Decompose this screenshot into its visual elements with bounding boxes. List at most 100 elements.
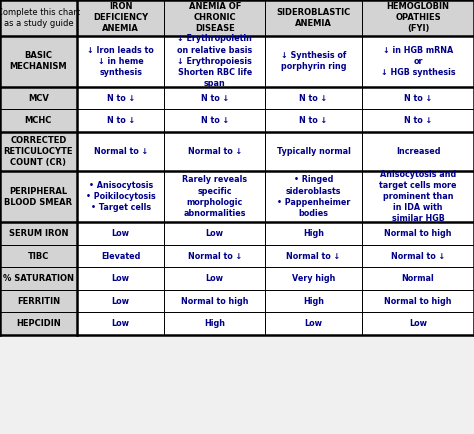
- Bar: [164, 36, 265, 87]
- Bar: [0, 132, 77, 171]
- Bar: [0, 0, 77, 36]
- Text: % SATURATION: % SATURATION: [3, 274, 74, 283]
- Bar: [362, 36, 474, 87]
- Text: Normal to high: Normal to high: [181, 297, 248, 306]
- Text: High: High: [204, 319, 225, 328]
- Text: ↓ Synthesis of
porphyrin ring: ↓ Synthesis of porphyrin ring: [281, 51, 346, 71]
- Text: N to ↓: N to ↓: [404, 94, 432, 102]
- Text: HEPCIDIN: HEPCIDIN: [16, 319, 61, 328]
- Bar: [164, 87, 265, 109]
- Bar: [265, 267, 362, 290]
- Text: High: High: [303, 297, 324, 306]
- Bar: [164, 312, 265, 335]
- Text: Normal: Normal: [401, 274, 435, 283]
- Text: N to ↓: N to ↓: [404, 116, 432, 125]
- Bar: [164, 0, 265, 36]
- Text: N to ↓: N to ↓: [300, 116, 328, 125]
- Bar: [164, 171, 265, 222]
- Text: Normal to ↓: Normal to ↓: [188, 252, 242, 260]
- Bar: [77, 109, 164, 132]
- Text: Normal to high: Normal to high: [384, 229, 452, 238]
- Bar: [265, 171, 362, 222]
- Text: N to ↓: N to ↓: [201, 94, 229, 102]
- Text: High: High: [303, 229, 324, 238]
- Bar: [0, 87, 77, 109]
- Bar: [362, 290, 474, 312]
- Bar: [362, 109, 474, 132]
- Text: Normal to high: Normal to high: [384, 297, 452, 306]
- Text: N to ↓: N to ↓: [107, 94, 135, 102]
- Text: Low: Low: [112, 297, 129, 306]
- Bar: [265, 290, 362, 312]
- Text: PERIPHERAL
BLOOD SMEAR: PERIPHERAL BLOOD SMEAR: [4, 187, 73, 207]
- Bar: [164, 109, 265, 132]
- Bar: [77, 36, 164, 87]
- Text: Increased: Increased: [396, 147, 440, 156]
- Bar: [164, 245, 265, 267]
- Bar: [265, 312, 362, 335]
- Text: SERUM IRON: SERUM IRON: [9, 229, 68, 238]
- Bar: [265, 245, 362, 267]
- Bar: [77, 267, 164, 290]
- Bar: [77, 312, 164, 335]
- Text: HEMOGLOBIN
OPATHIES
(FYI): HEMOGLOBIN OPATHIES (FYI): [387, 2, 449, 33]
- Text: FERRITIN: FERRITIN: [17, 297, 60, 306]
- Text: Very high: Very high: [292, 274, 335, 283]
- Text: Low: Low: [112, 229, 129, 238]
- Bar: [362, 312, 474, 335]
- Text: ↓ Iron leads to
↓ in heme
synthesis: ↓ Iron leads to ↓ in heme synthesis: [87, 46, 154, 77]
- Bar: [362, 87, 474, 109]
- Bar: [265, 132, 362, 171]
- Bar: [0, 36, 77, 87]
- Text: MCHC: MCHC: [25, 116, 52, 125]
- Bar: [164, 267, 265, 290]
- Bar: [0, 109, 77, 132]
- Bar: [0, 222, 77, 245]
- Text: Low: Low: [305, 319, 322, 328]
- Text: Rarely reveals
specific
morphologic
abnormalities: Rarely reveals specific morphologic abno…: [182, 175, 247, 218]
- Text: N to ↓: N to ↓: [107, 116, 135, 125]
- Bar: [362, 132, 474, 171]
- Bar: [0, 290, 77, 312]
- Text: Low: Low: [206, 274, 224, 283]
- Text: SIDEROBLASTIC
ANEMIA: SIDEROBLASTIC ANEMIA: [276, 8, 351, 28]
- Text: Normal to ↓: Normal to ↓: [391, 252, 445, 260]
- Bar: [0, 245, 77, 267]
- Text: Complete this chart
as a study guide: Complete this chart as a study guide: [0, 8, 80, 28]
- Bar: [77, 132, 164, 171]
- Text: • Anisocytosis
• Poikilocytosis
• Target cells: • Anisocytosis • Poikilocytosis • Target…: [86, 181, 155, 212]
- Bar: [362, 0, 474, 36]
- Text: • Ringed
sideroblasts
• Pappenheimer
bodies: • Ringed sideroblasts • Pappenheimer bod…: [277, 175, 350, 218]
- Bar: [0, 171, 77, 222]
- Bar: [164, 132, 265, 171]
- Text: ↓ in HGB mRNA
or
↓ HGB synthesis: ↓ in HGB mRNA or ↓ HGB synthesis: [381, 46, 456, 77]
- Bar: [362, 245, 474, 267]
- Text: Low: Low: [112, 319, 129, 328]
- Text: Typically normal: Typically normal: [277, 147, 350, 156]
- Text: BASIC
MECHANISM: BASIC MECHANISM: [9, 51, 67, 71]
- Text: N to ↓: N to ↓: [201, 116, 229, 125]
- Bar: [77, 87, 164, 109]
- Text: CORRECTED
RETICULOCYTE
COUNT (CR): CORRECTED RETICULOCYTE COUNT (CR): [4, 136, 73, 167]
- Text: ANEMIA OF
CHRONIC
DISEASE: ANEMIA OF CHRONIC DISEASE: [189, 2, 241, 33]
- Text: N to ↓: N to ↓: [300, 94, 328, 102]
- Bar: [362, 171, 474, 222]
- Bar: [265, 87, 362, 109]
- Bar: [77, 290, 164, 312]
- Bar: [77, 171, 164, 222]
- Bar: [77, 0, 164, 36]
- Text: IRON
DEFICIENCY
ANEMIA: IRON DEFICIENCY ANEMIA: [93, 2, 148, 33]
- Text: Normal to ↓: Normal to ↓: [93, 147, 148, 156]
- Bar: [164, 222, 265, 245]
- Text: Low: Low: [409, 319, 427, 328]
- Bar: [362, 267, 474, 290]
- Text: Low: Low: [206, 229, 224, 238]
- Bar: [77, 245, 164, 267]
- Text: Normal to ↓: Normal to ↓: [188, 147, 242, 156]
- Bar: [265, 0, 362, 36]
- Bar: [0, 267, 77, 290]
- Bar: [164, 290, 265, 312]
- Bar: [362, 222, 474, 245]
- Bar: [77, 222, 164, 245]
- Text: Anisocytosis and
target cells more
prominent than
in IDA with
similar HGB: Anisocytosis and target cells more promi…: [379, 170, 457, 224]
